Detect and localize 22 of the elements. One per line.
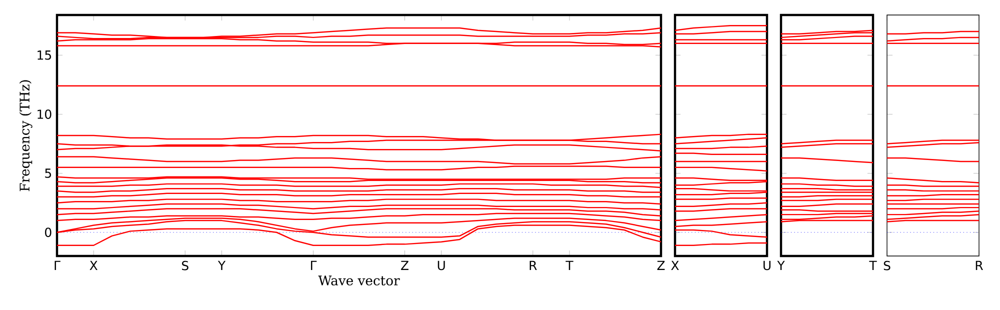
x-tick-label: T <box>566 260 574 270</box>
x-tick-label: Y <box>777 260 785 270</box>
x-tick-label: Y <box>218 260 226 270</box>
y-axis-title: Frequency (THz) <box>19 80 32 192</box>
x-tick-label: Γ <box>54 260 60 270</box>
y-tick-label: 0 <box>45 228 52 238</box>
x-tick-label: Z <box>657 260 665 270</box>
y-tick-label: 15 <box>38 50 52 60</box>
x-tick-label: T <box>869 260 877 270</box>
x-tick-label: S <box>884 260 890 270</box>
x-tick-label: S <box>182 260 188 270</box>
x-tick-label: Z <box>401 260 408 270</box>
x-tick-label: U <box>764 260 770 270</box>
x-tick-label: R <box>530 260 537 270</box>
y-tick-label: 10 <box>38 110 52 119</box>
x-tick-label: X <box>671 260 679 270</box>
x-tick-label: Γ <box>310 260 317 270</box>
x-tick-label: X <box>90 260 98 270</box>
x-tick-label: R <box>976 260 983 270</box>
x-tick-label: U <box>438 260 445 270</box>
x-axis-title: Wave vector <box>318 276 400 286</box>
y-tick-label: 5 <box>45 168 52 178</box>
